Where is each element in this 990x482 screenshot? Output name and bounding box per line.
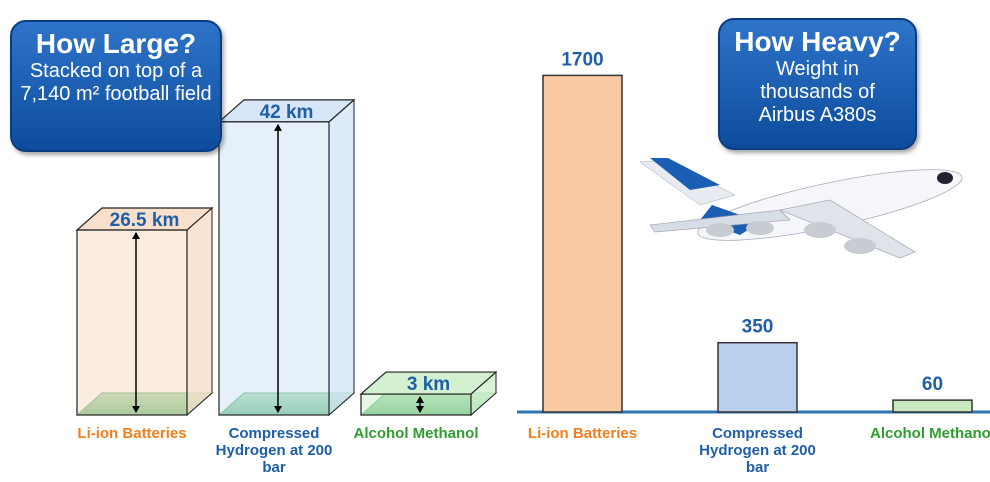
value-label: 350 bbox=[742, 317, 774, 338]
value-label: 26.5 km bbox=[110, 210, 180, 231]
box-side bbox=[186, 206, 213, 417]
chart-title: How Large? bbox=[35, 28, 197, 59]
box bbox=[76, 229, 188, 416]
value-label: 3 km bbox=[407, 374, 450, 395]
arrow-head bbox=[274, 406, 282, 413]
box bbox=[360, 393, 472, 416]
bar bbox=[892, 399, 973, 413]
arrow-head bbox=[416, 406, 424, 413]
chart-title: How Heavy? bbox=[734, 26, 901, 57]
value-label: 1700 bbox=[561, 49, 603, 70]
chart-subtitle: Weight in thousands of Airbus A380s bbox=[758, 58, 877, 126]
chart-subtitle: Stacked on top of a 7,140 m² football fi… bbox=[20, 60, 212, 105]
category-label: Compressed Hydrogen at 200 bar bbox=[699, 425, 816, 476]
value-label: 42 km bbox=[260, 102, 314, 123]
category-label: Li-ion Batteries bbox=[527, 425, 638, 442]
value-label: 60 bbox=[922, 374, 943, 395]
arrow-head bbox=[132, 232, 140, 240]
category-label: Li-ion Batteries bbox=[77, 425, 187, 442]
title-box: How Heavy? Weight in thousands of Airbus… bbox=[718, 18, 917, 150]
arrow-head bbox=[132, 406, 140, 413]
arrow-head bbox=[416, 396, 424, 404]
arrow-head bbox=[274, 123, 282, 131]
category-label: Compressed Hydrogen at 200 bar bbox=[215, 425, 333, 476]
category-label: Alcohol Methanol bbox=[353, 425, 479, 442]
bar bbox=[717, 341, 798, 413]
bar bbox=[542, 74, 623, 413]
airplane bbox=[639, 158, 963, 259]
box bbox=[218, 121, 330, 416]
title-box: How Large? Stacked on top of a 7,140 m² … bbox=[10, 20, 222, 152]
box-side bbox=[328, 98, 355, 417]
category-label: Alcohol Methanol bbox=[870, 425, 990, 442]
